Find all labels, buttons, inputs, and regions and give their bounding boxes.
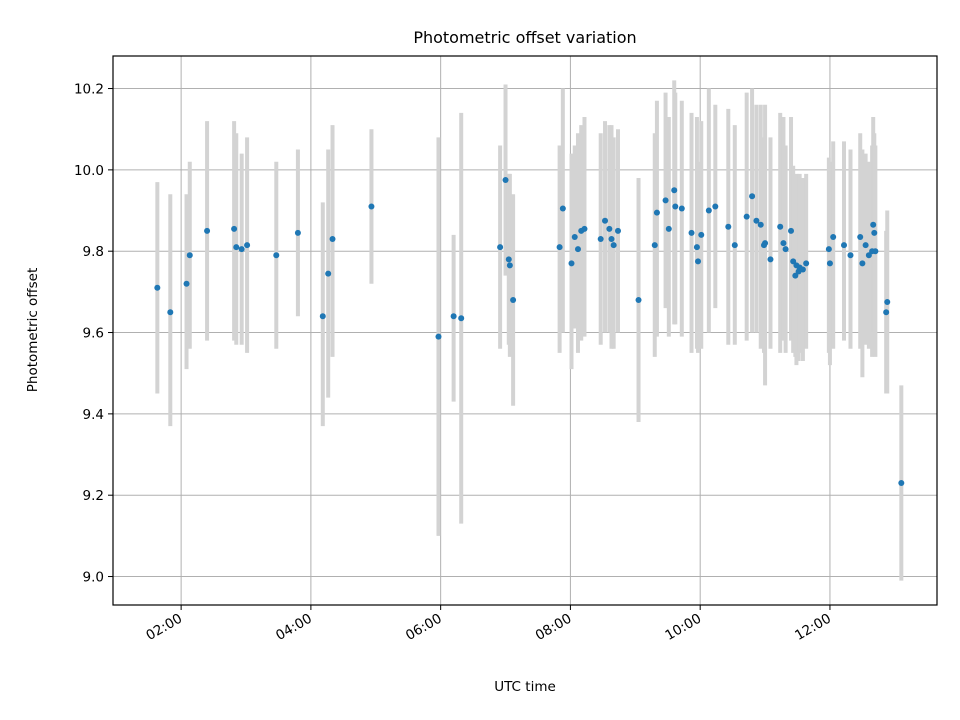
data-point [502,177,509,184]
data-point [186,252,193,259]
data-point [368,203,375,210]
data-point [762,240,769,247]
data-point [435,333,442,340]
data-point [319,313,326,320]
data-point [662,197,669,204]
data-point [568,260,575,267]
data-point [458,315,465,322]
data-point [884,299,891,306]
data-point [777,223,784,230]
y-tick-label: 9.6 [83,326,104,342]
data-point [862,242,869,249]
data-point [743,213,750,220]
y-axis-ticks: 9.0 9.2 9.4 9.6 9.8 10.0 10.2 [74,82,113,586]
data-point [273,252,280,259]
data-point [653,209,660,216]
plot-frame [112,55,938,606]
data-point [757,221,764,228]
data-point [574,246,581,253]
data-point [803,260,810,267]
data-point [792,272,799,279]
y-tick-label: 10.0 [74,163,104,179]
data-point [651,242,658,249]
data-point [780,240,787,247]
data-point [898,480,905,486]
data-point [782,246,789,253]
data-point [826,260,833,267]
data-point [559,205,566,212]
data-point [688,229,695,236]
data-point [753,217,760,224]
data-point [505,256,512,263]
data-point [602,217,609,224]
data-point [712,203,719,210]
data-point [556,244,563,251]
data-point [695,258,702,265]
data-point [731,242,738,249]
y-tick-label: 9.2 [83,488,104,504]
data-point [671,187,678,194]
data-point [635,297,642,303]
y-tick-label: 10.2 [74,82,104,98]
data-point [506,262,513,269]
data-point [244,242,251,249]
data-point [154,284,161,291]
data-point [581,225,588,232]
data-point [608,236,615,242]
data-point [238,246,245,253]
data-point [325,270,332,277]
y-axis-label: Photometric offset [25,268,41,392]
data-point [871,229,878,236]
data-point [672,203,679,210]
data-point [231,225,238,232]
data-point [790,258,797,265]
data-point [705,207,712,214]
data-point [841,242,848,249]
data-point [204,227,211,234]
data-point [183,280,190,287]
data-point [883,309,890,316]
data-point [233,244,240,251]
data-point [329,236,336,242]
data-point [597,236,604,242]
data-point [825,246,832,253]
data-point [870,221,877,228]
data-point [693,244,700,251]
data-point [872,248,879,255]
data-point [725,223,732,230]
data-point [767,256,774,263]
data-points [154,177,905,486]
y-tick-label: 9.0 [83,570,104,586]
y-tick-label: 9.8 [83,244,104,260]
data-point [510,297,517,303]
data-point [857,233,864,240]
data-point [799,266,806,273]
data-point [614,227,621,234]
data-point [859,260,866,267]
data-point [749,193,756,200]
data-point [665,225,672,232]
data-point [847,252,854,259]
data-point [610,242,617,249]
data-point [865,252,872,259]
data-point [571,233,578,240]
data-point [698,231,705,238]
chart-title: Photometric offset variation [413,28,636,47]
y-tick-label: 9.4 [83,407,104,423]
data-point [830,233,837,240]
data-point [450,313,457,320]
data-point [167,309,174,316]
data-point [678,205,685,212]
data-point [606,225,613,232]
data-point [497,244,504,251]
data-point [788,227,795,234]
data-point [294,229,301,236]
x-axis-label: UTC time [494,679,556,695]
